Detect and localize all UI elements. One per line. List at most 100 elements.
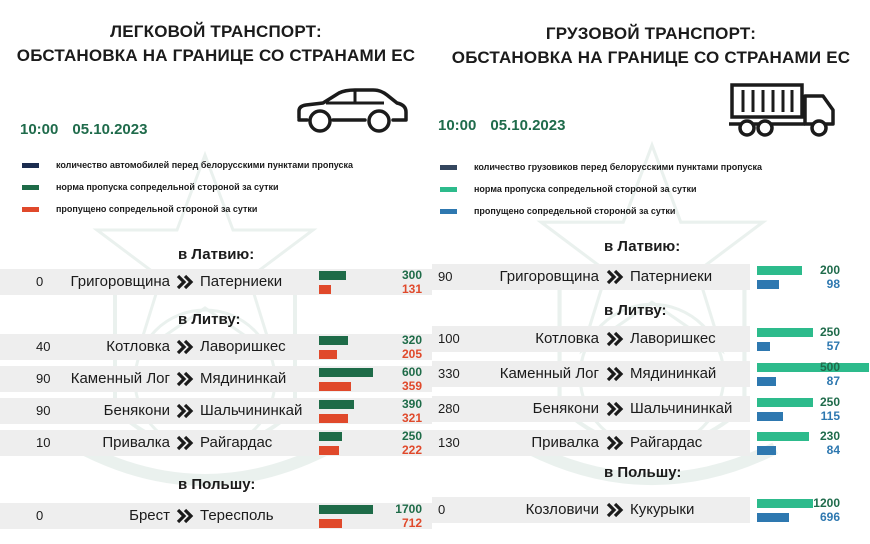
passed-bar (319, 285, 331, 294)
queue-count: 90 (36, 403, 51, 418)
row-background (432, 430, 750, 456)
norm-value: 250 (819, 395, 840, 409)
norm-bar (757, 266, 802, 275)
norm-value: 300 (401, 268, 422, 282)
passed-value: 205 (401, 347, 422, 361)
crossing-row: 0 Козловичи Кукурыки 1200 696 (432, 497, 870, 523)
legend-swatch-norm (22, 184, 39, 190)
datetime: 10:00 05.10.2023 (20, 121, 147, 138)
row-background (0, 430, 432, 456)
double-chevron-right-icon (606, 435, 624, 451)
checkpoint-neighbor: Мядининкай (630, 365, 717, 382)
legend: количество грузовиков перед белорусскими… (440, 156, 762, 222)
cars-panel: ЛЕГКОВОЙ ТРАНСПОРТ: ОБСТАНОВКА НА ГРАНИЦ… (0, 0, 432, 544)
checkpoint-neighbor: Мядининкай (200, 370, 287, 387)
checkpoint-neighbor: Райгардас (630, 434, 703, 451)
queue-count: 130 (438, 435, 460, 450)
norm-bar (319, 505, 373, 514)
group-title: в Латвию: (604, 238, 681, 255)
double-chevron-right-icon (176, 339, 194, 355)
checkpoint-neighbor: Лаворишкес (630, 330, 716, 347)
legend-label-queue: количество автомобилей перед белорусским… (56, 160, 354, 170)
crossing-row: 280 Бенякони Шальчининкай 250 115 (432, 396, 870, 422)
legend-item-passed: пропущено сопредельной стороной за сутки (22, 198, 353, 220)
checkpoint-neighbor: Патерниеки (630, 268, 713, 285)
double-chevron-right-icon (606, 502, 624, 518)
legend: количество автомобилей перед белорусским… (22, 154, 353, 220)
norm-bar (757, 328, 813, 337)
time: 10:00 (438, 117, 477, 134)
norm-bar (757, 499, 813, 508)
row-background (432, 497, 750, 523)
checkpoint-neighbor: Кукурыки (630, 501, 695, 518)
crossing-row: 10 Привалка Райгардас 250 222 (0, 430, 438, 456)
legend-swatch-passed (440, 208, 457, 214)
norm-value: 250 (401, 429, 422, 443)
checkpoint-belarus: Привалка (531, 434, 599, 451)
checkpoint-belarus: Козловичи (525, 501, 599, 518)
checkpoint-belarus: Брест (129, 507, 170, 524)
crossing-row: 0 Брест Тересполь 1700 712 (0, 503, 438, 529)
norm-bar (319, 432, 342, 441)
trucks-panel: ГРУЗОВОЙ ТРАНСПОРТ: ОБСТАНОВКА НА ГРАНИЦ… (432, 0, 870, 544)
legend-swatch-norm (440, 186, 457, 192)
checkpoint-neighbor: Патерниеки (200, 273, 283, 290)
passed-value: 712 (401, 516, 422, 530)
queue-count: 280 (438, 401, 460, 416)
norm-value: 250 (819, 325, 840, 339)
truck-icon (729, 83, 835, 137)
queue-count: 40 (36, 339, 51, 354)
passed-value: 131 (401, 282, 422, 296)
checkpoint-neighbor: Райгардас (200, 434, 273, 451)
norm-bar (319, 368, 373, 377)
norm-bar (757, 363, 869, 372)
car-icon (297, 88, 408, 133)
legend-item-passed: пропущено сопредельной стороной за сутки (440, 200, 762, 222)
queue-count: 0 (36, 274, 44, 289)
double-chevron-right-icon (606, 401, 624, 417)
queue-count: 0 (438, 502, 446, 517)
row-background (432, 264, 750, 290)
queue-count: 90 (36, 371, 51, 386)
queue-count: 100 (438, 331, 460, 346)
norm-value: 500 (819, 360, 840, 374)
norm-value: 600 (401, 365, 422, 379)
passed-bar (757, 412, 783, 421)
passed-bar (319, 446, 339, 455)
norm-value: 1700 (395, 502, 422, 516)
norm-value: 320 (401, 333, 422, 347)
norm-bar (319, 400, 354, 409)
double-chevron-right-icon (176, 371, 194, 387)
group-title: в Польшу: (178, 476, 256, 493)
date: 05.10.2023 (490, 117, 566, 134)
checkpoint-belarus: Привалка (102, 434, 170, 451)
norm-value: 200 (819, 263, 840, 277)
passed-value: 84 (826, 443, 840, 457)
norm-bar (757, 432, 809, 441)
title-line-1: ГРУЗОВОЙ ТРАНСПОРТ: (545, 24, 757, 43)
group-title: в Латвию: (178, 246, 255, 263)
datetime: 10:00 05.10.2023 (438, 117, 565, 134)
legend-label-queue: количество грузовиков перед белорусскими… (474, 162, 762, 172)
title-line-2: ОБСТАНОВКА НА ГРАНИЦЕ СО СТРАНАМИ ЕС (16, 46, 416, 65)
checkpoint-belarus: Григоровщина (70, 273, 171, 290)
row-background (432, 326, 750, 352)
date: 05.10.2023 (72, 121, 148, 138)
passed-value: 222 (401, 443, 422, 457)
legend-item-queue: количество автомобилей перед белорусским… (22, 154, 353, 176)
passed-bar (757, 377, 776, 386)
passed-bar (319, 382, 351, 391)
checkpoint-belarus: Каменный Лог (70, 370, 170, 387)
legend-swatch-queue (440, 164, 457, 170)
legend-label-passed: пропущено сопредельной стороной за сутки (56, 204, 258, 214)
passed-value: 57 (826, 339, 840, 353)
group-title: в Польшу: (604, 464, 682, 481)
title-line-1: ЛЕГКОВОЙ ТРАНСПОРТ: (110, 22, 322, 41)
checkpoint-belarus: Котловка (535, 330, 599, 347)
panel-title: ЛЕГКОВОЙ ТРАНСПОРТ: ОБСТАНОВКА НА ГРАНИЦ… (0, 20, 432, 68)
crossing-row: 90 Григоровщина Патерниеки 200 98 (432, 264, 870, 290)
crossing-row: 0 Григоровщина Патерниеки 300 131 (0, 269, 438, 295)
legend-item-norm: норма пропуска сопредельной стороной за … (22, 176, 353, 198)
checkpoint-belarus: Бенякони (532, 400, 599, 417)
double-chevron-right-icon (606, 331, 624, 347)
